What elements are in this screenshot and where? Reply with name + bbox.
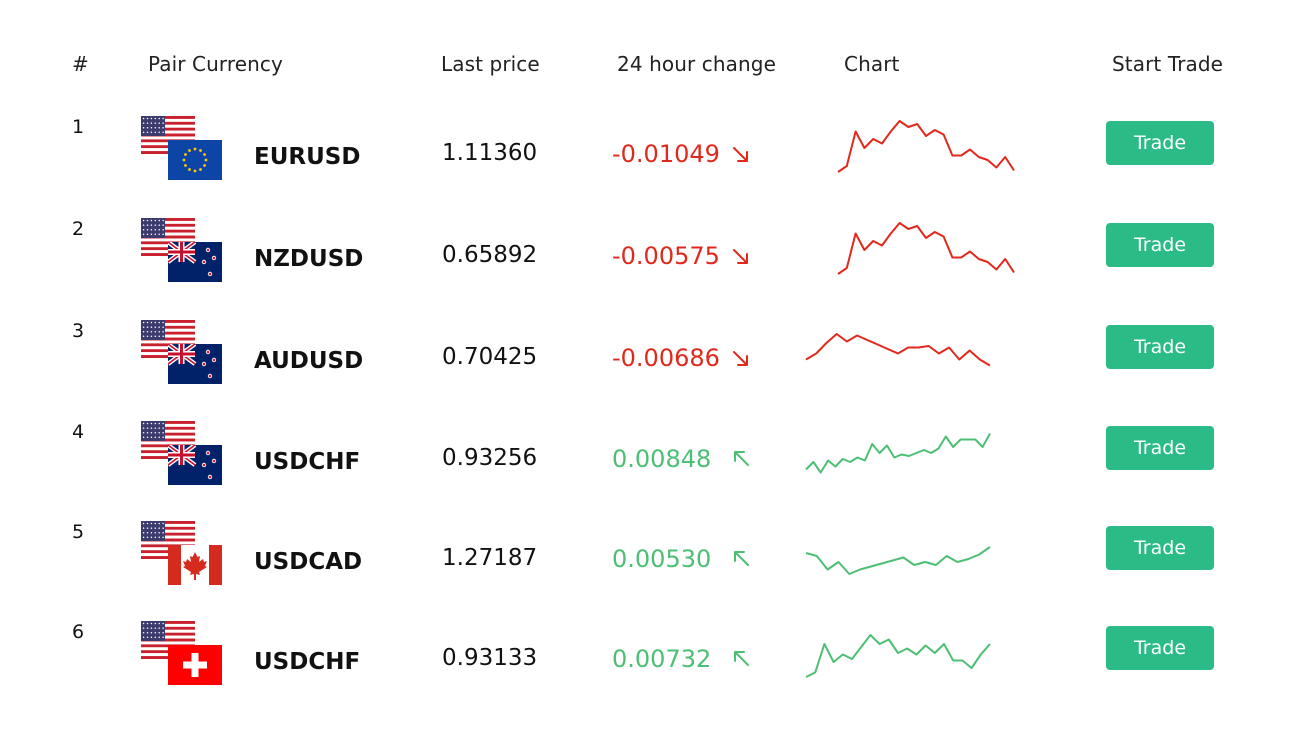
- change-value: 0.00848: [612, 445, 712, 473]
- pair-name: NZDUSD: [254, 246, 364, 272]
- trade-button[interactable]: Trade: [1106, 426, 1214, 470]
- change-value: -0.00686: [612, 344, 720, 372]
- arrow-down-right-icon: [733, 249, 748, 264]
- sparkline-chart: [837, 120, 1015, 173]
- arrow-up-left-icon: [734, 551, 749, 566]
- trade-button[interactable]: Trade: [1106, 121, 1214, 165]
- currency-flags: [141, 421, 225, 487]
- currency-flags: [141, 621, 225, 687]
- header-chart: Chart: [844, 52, 900, 76]
- last-price: 1.11360: [442, 140, 538, 166]
- pair-name: USDCHF: [254, 649, 361, 675]
- header-24h-change: 24 hour change: [617, 52, 776, 76]
- row-number: 1: [72, 116, 85, 138]
- sparkline-chart: [805, 546, 991, 575]
- arrow-down-right-icon: [733, 351, 748, 366]
- last-price: 0.93133: [442, 645, 538, 671]
- sparkline-chart: [837, 222, 1015, 275]
- row-number: 5: [72, 521, 85, 543]
- sparkline-path: [805, 433, 991, 474]
- table-row: 5 USDCAD 1.27187 0.00530 Trade: [0, 521, 1296, 633]
- trade-button[interactable]: Trade: [1106, 626, 1214, 670]
- pair-name: AUDUSD: [254, 348, 364, 374]
- currency-flags: [141, 218, 225, 284]
- change-value: 0.00732: [612, 645, 712, 673]
- last-price: 0.70425: [442, 344, 538, 370]
- change-value: 0.00530: [612, 545, 712, 573]
- last-price: 0.65892: [442, 242, 538, 268]
- nz-flag-icon: [168, 344, 222, 384]
- pair-name: EURUSD: [254, 144, 361, 170]
- currency-flags: [141, 320, 225, 386]
- row-number: 2: [72, 218, 85, 240]
- table-row: 6 USDCHF 0.93133 0.00732 Trade: [0, 621, 1296, 733]
- pair-name: USDCHF: [254, 449, 361, 475]
- sparkline-chart: [805, 634, 991, 678]
- nz-flag-icon: [168, 445, 222, 485]
- trade-button[interactable]: Trade: [1106, 325, 1214, 369]
- currency-flags: [141, 521, 225, 587]
- sparkline-path: [805, 634, 991, 678]
- row-number: 4: [72, 421, 85, 443]
- table-row: 4 USDCHF 0.93256 0.00848 Trade: [0, 421, 1296, 533]
- last-price: 1.27187: [442, 545, 538, 571]
- eu-flag-icon: [168, 140, 222, 180]
- trade-button[interactable]: Trade: [1106, 526, 1214, 570]
- row-number: 6: [72, 621, 85, 643]
- last-price: 0.93256: [442, 445, 538, 471]
- ch-flag-icon: [168, 645, 222, 685]
- trade-button[interactable]: Trade: [1106, 223, 1214, 267]
- header-start-trade: Start Trade: [1112, 52, 1224, 76]
- currency-flags: [141, 116, 225, 182]
- pair-name: USDCAD: [254, 549, 363, 575]
- table-row: 3 AUDUSD 0.70425 -0.00686 Trade: [0, 320, 1296, 432]
- header-last-price: Last price: [441, 52, 540, 76]
- ca-flag-icon: [168, 545, 222, 585]
- change-value: -0.00575: [612, 242, 720, 270]
- change-value: -0.01049: [612, 140, 720, 168]
- sparkline-path: [805, 333, 991, 367]
- table-row: 1 EURUSD 1.11360 -0.01049 Trade: [0, 116, 1296, 228]
- nz-flag-icon: [168, 242, 222, 282]
- sparkline-chart: [805, 333, 991, 367]
- arrow-up-left-icon: [734, 651, 749, 666]
- header-number: #: [72, 52, 89, 76]
- sparkline-path: [837, 120, 1015, 173]
- header-pair-currency: Pair Currency: [148, 52, 283, 76]
- row-number: 3: [72, 320, 85, 342]
- sparkline-chart: [805, 433, 991, 474]
- sparkline-path: [837, 222, 1015, 275]
- arrow-up-left-icon: [734, 451, 749, 466]
- table-row: 2 NZDUSD 0.65892 -0.00575 Trade: [0, 218, 1296, 330]
- sparkline-path: [805, 546, 991, 575]
- arrow-down-right-icon: [733, 147, 748, 162]
